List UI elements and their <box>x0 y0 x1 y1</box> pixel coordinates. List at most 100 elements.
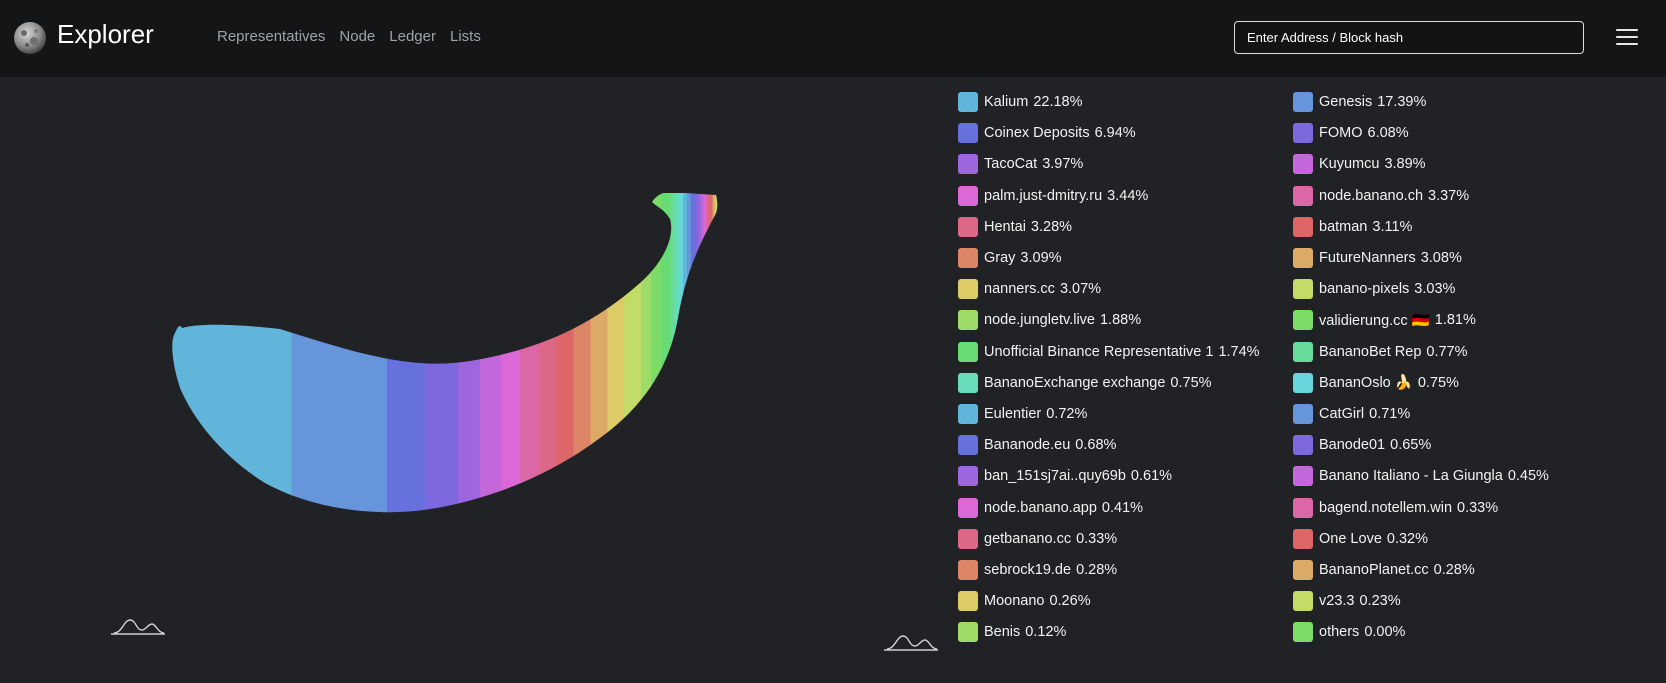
legend-name: Banode01 <box>1319 437 1386 454</box>
legend-name: FutureNanners <box>1319 250 1416 266</box>
legend-name: BananoPlanet.cc <box>1319 562 1429 578</box>
banana-slice[interactable] <box>556 193 575 528</box>
legend-item[interactable]: Eulentier 0.72% <box>958 404 1087 424</box>
banana-slice[interactable] <box>711 193 714 528</box>
legend-swatch <box>1293 560 1313 580</box>
banana-slice[interactable] <box>718 193 719 528</box>
banana-slice[interactable] <box>624 193 642 528</box>
legend-item[interactable]: Hentai 3.28% <box>958 216 1073 237</box>
brand-title[interactable]: Explorer <box>57 19 154 49</box>
banana-slice[interactable] <box>590 193 609 528</box>
legend-item[interactable]: validierung.cc 🇩🇪 1.81% <box>1293 310 1476 331</box>
legend-percent: 3.28% <box>1030 218 1073 235</box>
moon-icon[interactable] <box>13 21 47 55</box>
banana-slice[interactable] <box>690 193 696 528</box>
legend-item[interactable]: One Love 0.32% <box>1293 528 1428 549</box>
banana-slice[interactable] <box>714 193 717 528</box>
legend-percent: 6.08% <box>1367 125 1409 142</box>
legend-item[interactable]: Coinex Deposits 6.94% <box>958 123 1136 144</box>
legend-name: Hentai <box>984 218 1026 235</box>
legend-item[interactable]: Unofficial Binance Representative 1 1.74% <box>958 341 1260 362</box>
legend-item[interactable]: v23.3 0.23% <box>1293 591 1401 612</box>
banana-slice[interactable] <box>703 193 707 528</box>
legend-item[interactable]: Gray 3.09% <box>958 248 1062 268</box>
banana-slice[interactable] <box>291 193 388 528</box>
nav-link-lists[interactable]: Lists <box>449 28 481 45</box>
legend-item[interactable]: Banode01 0.65% <box>1293 435 1431 456</box>
legend-item[interactable]: Kuyumcu 3.89% <box>1293 154 1426 175</box>
legend-item[interactable]: nanners.cc 3.07% <box>958 279 1101 300</box>
legend-item[interactable]: Benis 0.12% <box>958 622 1066 643</box>
banana-slice[interactable] <box>709 193 713 528</box>
legend-percent: 0.75% <box>1170 374 1212 391</box>
legend-item[interactable]: node.banano.ch 3.37% <box>1293 185 1469 206</box>
legend-item[interactable]: bagend.notellem.win 0.33% <box>1293 497 1498 518</box>
legend-item[interactable]: Kalium 22.18% <box>958 92 1083 112</box>
legend-item[interactable]: others 0.00% <box>1293 622 1405 643</box>
legend-percent: 3.03% <box>1414 281 1456 298</box>
banana-slice[interactable] <box>701 193 705 528</box>
banana-slice[interactable] <box>458 193 481 528</box>
nav-link-representatives[interactable]: Representatives <box>217 28 326 45</box>
nav-link-ledger[interactable]: Ledger <box>389 28 436 45</box>
legend-item[interactable]: ban_151sj7ai..quy69b 0.61% <box>958 466 1172 487</box>
legend-swatch <box>1293 123 1313 144</box>
banana-slice[interactable] <box>674 193 680 528</box>
legend-item[interactable]: FutureNanners 3.08% <box>1293 248 1462 268</box>
banana-slice[interactable] <box>706 193 709 528</box>
legend-percent: 1.74% <box>1218 343 1260 360</box>
search-input[interactable] <box>1234 21 1584 54</box>
banana-slice[interactable] <box>520 193 540 528</box>
legend-item[interactable]: palm.just-dmitry.ru 3.44% <box>958 185 1148 206</box>
banana-slice[interactable] <box>651 193 662 528</box>
legend-item[interactable]: Genesis 17.39% <box>1293 92 1426 112</box>
banana-slice[interactable] <box>678 193 684 528</box>
banana-slice[interactable] <box>640 193 652 528</box>
banana-slice[interactable] <box>170 193 293 528</box>
legend-swatch <box>958 185 978 206</box>
legend-item[interactable]: banano-pixels 3.03% <box>1293 279 1456 300</box>
legend-item[interactable]: BananOslo 🍌 0.75% <box>1293 372 1459 393</box>
banana-slice[interactable] <box>573 193 592 528</box>
legend-name: batman <box>1319 218 1368 235</box>
banana-slice[interactable] <box>479 193 502 528</box>
legend-item[interactable]: CatGirl 0.71% <box>1293 404 1410 424</box>
legend-swatch <box>958 528 978 549</box>
banana-slice[interactable] <box>713 193 716 528</box>
banana-slice[interactable] <box>386 193 426 528</box>
wave-logo-icon <box>884 635 938 651</box>
legend-percent: 3.11% <box>1372 218 1413 235</box>
banana-slice[interactable] <box>670 193 676 528</box>
legend-item[interactable]: BananoBet Rep 0.77% <box>1293 341 1468 362</box>
banana-slice[interactable] <box>501 193 521 528</box>
banana-slice[interactable] <box>716 193 718 528</box>
legend-item[interactable]: getbanano.cc 0.33% <box>958 528 1117 549</box>
banana-slice[interactable] <box>661 193 672 528</box>
hamburger-menu-icon[interactable] <box>1616 29 1638 47</box>
banana-slice[interactable] <box>698 193 703 528</box>
legend-item[interactable]: FOMO 6.08% <box>1293 123 1409 144</box>
legend-item[interactable]: BananoPlanet.cc 0.28% <box>1293 560 1475 580</box>
legend-name: bagend.notellem.win <box>1319 499 1453 516</box>
legend-item[interactable]: Bananode.eu 0.68% <box>958 435 1116 456</box>
banana-slice[interactable] <box>607 193 625 528</box>
banana-slice[interactable] <box>708 193 711 528</box>
legend-item[interactable]: sebrock19.de 0.28% <box>958 560 1117 580</box>
legend-item[interactable]: BananoExchange exchange 0.75% <box>958 372 1212 393</box>
banana-slice[interactable] <box>424 193 459 528</box>
banana-slice[interactable] <box>694 193 699 528</box>
banana-slice[interactable] <box>686 193 692 528</box>
legend-item[interactable]: Moonano 0.26% <box>958 591 1091 612</box>
legend-swatch <box>1293 404 1313 424</box>
legend-percent: 17.39% <box>1377 94 1427 110</box>
legend-item[interactable]: TacoCat 3.97% <box>958 154 1083 175</box>
legend-percent: 0.71% <box>1369 406 1411 422</box>
legend-item[interactable]: node.banano.app 0.41% <box>958 497 1143 518</box>
banana-slice[interactable] <box>717 193 718 528</box>
legend-item[interactable]: node.jungletv.live 1.88% <box>958 310 1141 331</box>
banana-slice[interactable] <box>538 193 558 528</box>
legend-item[interactable]: Banano Italiano - La Giungla 0.45% <box>1293 466 1549 487</box>
nav-link-node[interactable]: Node <box>339 28 376 45</box>
banana-slice[interactable] <box>683 193 688 528</box>
legend-item[interactable]: batman 3.11% <box>1293 216 1413 237</box>
